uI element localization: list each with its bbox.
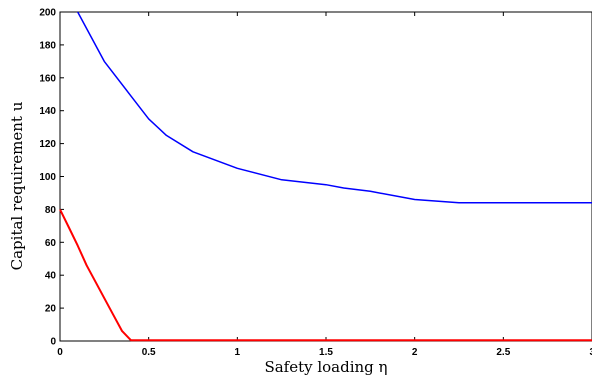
y-tick-label: 40 bbox=[45, 271, 57, 282]
x-tick-label: 0.5 bbox=[142, 347, 156, 358]
plot-frame bbox=[60, 12, 592, 341]
x-tick-label: 0 bbox=[57, 347, 63, 358]
y-tick-label: 20 bbox=[45, 304, 57, 315]
y-tick-label: 120 bbox=[39, 139, 56, 150]
y-tick-label: 180 bbox=[39, 40, 56, 51]
plot-area bbox=[60, 12, 592, 341]
x-tick-label: 1.5 bbox=[319, 347, 333, 358]
y-tick-label: 60 bbox=[45, 238, 57, 249]
y-tick-label: 100 bbox=[39, 172, 56, 183]
series-layer bbox=[60, 12, 592, 340]
y-tick-label: 0 bbox=[50, 337, 56, 348]
y-axis-label: Capital requirement u bbox=[8, 101, 26, 270]
x-axis-label: Safety loading η bbox=[264, 358, 387, 376]
y-tick-label: 80 bbox=[45, 205, 57, 216]
series-line-2 bbox=[60, 209, 592, 340]
x-tick-label: 2 bbox=[412, 347, 418, 358]
x-tick-label: 2.5 bbox=[496, 347, 510, 358]
series-line-1 bbox=[78, 12, 592, 203]
x-tick-label: 1 bbox=[235, 347, 241, 358]
y-tick-label: 160 bbox=[39, 73, 56, 84]
y-tick-label: 200 bbox=[39, 8, 56, 19]
y-tick-label: 140 bbox=[39, 106, 56, 117]
